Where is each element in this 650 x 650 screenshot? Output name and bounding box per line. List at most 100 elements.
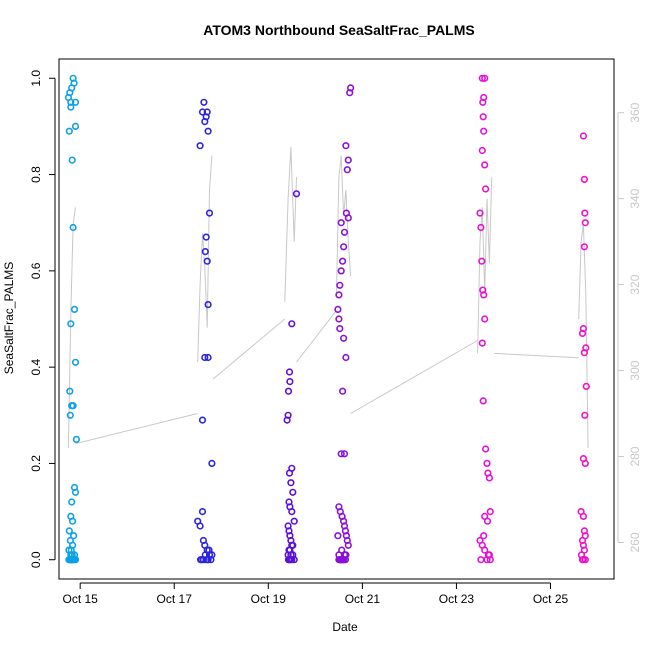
data-point <box>68 541 77 549</box>
chart-title: ATOM3 Northbound SeaSaltFrac_PALMS <box>203 22 474 38</box>
data-point <box>479 113 487 121</box>
data-point <box>203 108 211 116</box>
data-point <box>579 132 588 140</box>
data-point <box>208 459 216 468</box>
data-point <box>334 305 342 314</box>
data-point <box>202 233 210 241</box>
y2-tick-label: 320 <box>628 274 642 294</box>
y2-tick-label: 340 <box>628 188 642 208</box>
data-point <box>483 459 491 468</box>
data-point <box>336 281 344 289</box>
data-points <box>64 74 590 564</box>
data-point <box>481 74 489 82</box>
right-axis-line-series <box>67 147 589 448</box>
data-point <box>287 479 295 487</box>
data-point <box>67 103 75 111</box>
data-point <box>284 556 293 564</box>
y-axis-label: SeaSaltFrac_PALMS <box>2 262 16 375</box>
y-tick-label: 0.2 <box>29 455 43 472</box>
data-point <box>71 488 80 496</box>
line-segment <box>67 207 76 448</box>
y-tick-label: 0.6 <box>29 262 43 279</box>
data-point <box>340 243 348 251</box>
data-point <box>485 474 494 482</box>
data-point <box>337 219 345 227</box>
data-point <box>203 556 211 564</box>
data-point <box>480 532 488 540</box>
data-point <box>582 382 590 391</box>
data-point <box>480 291 488 299</box>
data-point <box>288 508 296 516</box>
data-point <box>201 248 209 256</box>
y-tick-label: 0.8 <box>29 166 43 183</box>
data-point <box>65 127 73 135</box>
data-point <box>69 223 77 232</box>
data-point <box>486 508 494 516</box>
data-point <box>342 142 350 150</box>
data-point <box>203 257 211 265</box>
data-point <box>283 416 291 424</box>
data-point <box>335 315 343 323</box>
data-point <box>582 344 590 352</box>
data-point <box>198 508 207 516</box>
data-point <box>480 127 488 135</box>
y-tick-label: 1.0 <box>29 70 43 87</box>
data-point <box>68 498 76 506</box>
data-point <box>66 411 74 419</box>
data-point <box>483 517 492 525</box>
data-point <box>580 175 589 183</box>
line-segment <box>75 413 198 445</box>
data-point <box>337 267 345 275</box>
data-point <box>68 156 76 164</box>
data-point <box>478 257 486 265</box>
line-segment <box>494 352 579 359</box>
line-segment <box>350 340 478 414</box>
data-point <box>285 368 294 376</box>
data-point <box>478 339 486 347</box>
data-point <box>482 445 490 453</box>
data-point <box>68 517 77 525</box>
line-segment <box>197 155 213 363</box>
y2-tick-label: 300 <box>628 360 642 380</box>
data-point <box>284 387 293 395</box>
data-point <box>72 435 80 444</box>
y2-tick-label: 260 <box>628 532 642 552</box>
data-point <box>288 464 296 472</box>
data-point <box>578 329 587 338</box>
data-point <box>68 556 76 564</box>
data-point <box>344 156 352 164</box>
data-point <box>340 334 348 342</box>
y2-tick-label: 360 <box>628 102 642 122</box>
x-tick-label: Oct 17 <box>157 592 193 606</box>
data-point <box>478 146 486 155</box>
data-point <box>336 556 344 564</box>
x-axis-label: Date <box>332 620 358 634</box>
data-point <box>481 161 489 169</box>
x-tick-label: Oct 19 <box>251 592 287 606</box>
x-axis: Oct 15 Oct 17 Oct 19 Oct 21 Oct 23 Oct 25 <box>62 582 569 606</box>
data-point <box>65 527 73 535</box>
line-segment <box>296 310 337 363</box>
data-point <box>343 166 351 174</box>
line-segment <box>284 147 297 302</box>
data-point <box>196 522 204 530</box>
data-point <box>69 532 78 540</box>
data-point <box>339 257 347 265</box>
data-point <box>292 190 301 198</box>
y-tick-label: 0.0 <box>29 551 43 568</box>
data-point <box>342 353 350 362</box>
x-tick-label: Oct 23 <box>439 592 475 606</box>
data-point <box>342 551 350 559</box>
data-point <box>71 122 80 130</box>
data-point <box>70 79 78 87</box>
line-segment <box>212 318 286 380</box>
data-point <box>337 450 345 458</box>
data-point <box>196 142 204 150</box>
y-tick-label: 0.4 <box>29 358 43 375</box>
data-point <box>71 358 80 366</box>
data-point <box>205 209 214 217</box>
data-point <box>67 320 75 328</box>
y-axis-left: 0.0 0.2 0.4 0.6 0.8 1.0 <box>29 70 56 568</box>
data-point <box>65 556 73 564</box>
